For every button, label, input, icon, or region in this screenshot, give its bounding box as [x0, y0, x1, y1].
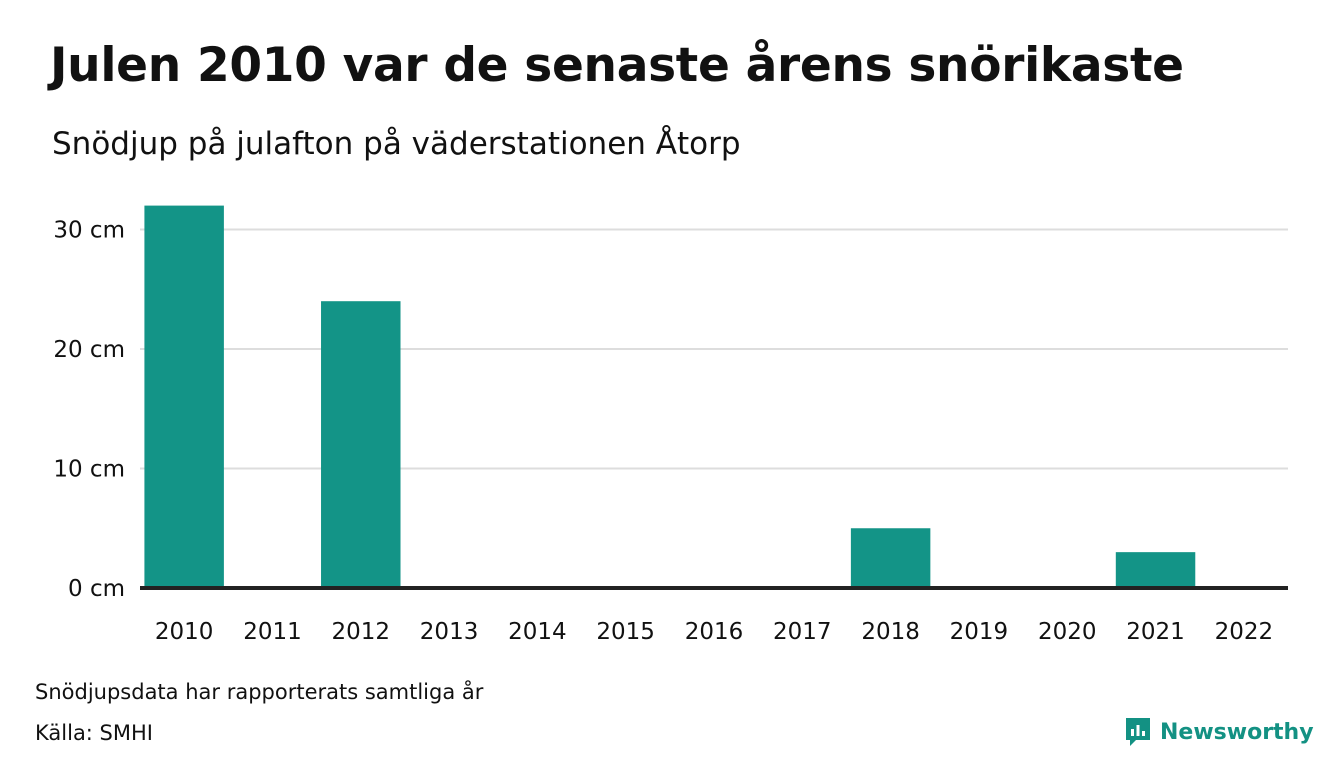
chart-title: Julen 2010 var de senaste årens snörikas… — [50, 38, 1184, 93]
x-tick-label: 2021 — [1126, 619, 1185, 645]
source-credit: Källa: SMHI — [35, 721, 153, 745]
x-tick-label: 2012 — [331, 619, 390, 645]
x-tick-label: 2020 — [1038, 619, 1097, 645]
y-tick-label: 30 cm — [53, 218, 125, 244]
newsworthy-logo-icon — [1126, 718, 1150, 746]
bar — [321, 301, 401, 588]
y-tick-label: 0 cm — [68, 576, 125, 602]
x-tick-label: 2016 — [685, 619, 744, 645]
logo-text: Newsworthy — [1160, 719, 1314, 745]
bar — [1115, 552, 1196, 588]
x-tick-label: 2013 — [420, 619, 479, 645]
bar — [144, 205, 224, 588]
y-tick-label: 10 cm — [53, 457, 125, 483]
chart-subtitle: Snödjup på julafton på väderstationen Åt… — [52, 126, 741, 162]
bar-chart: 0 cm 10 cm 20 cm 30 cm 2010 2011 2012 2013 2014 2… — [53, 205, 1288, 645]
newsworthy-logo: Newsworthy — [1124, 716, 1314, 748]
x-tick-label: 2018 — [861, 619, 920, 645]
x-tick-label: 2019 — [950, 619, 1009, 645]
x-tick-label: 2017 — [773, 619, 832, 645]
x-tick-label: 2011 — [243, 619, 302, 645]
x-tick-label: 2022 — [1215, 619, 1274, 645]
y-tick-label: 20 cm — [53, 337, 125, 363]
bar — [850, 528, 931, 588]
x-tick-label: 2015 — [596, 619, 655, 645]
x-tick-label: 2010 — [155, 619, 214, 645]
x-tick-label: 2014 — [508, 619, 567, 645]
footer-note: Snödjupsdata har rapporterats samtliga å… — [35, 680, 484, 704]
